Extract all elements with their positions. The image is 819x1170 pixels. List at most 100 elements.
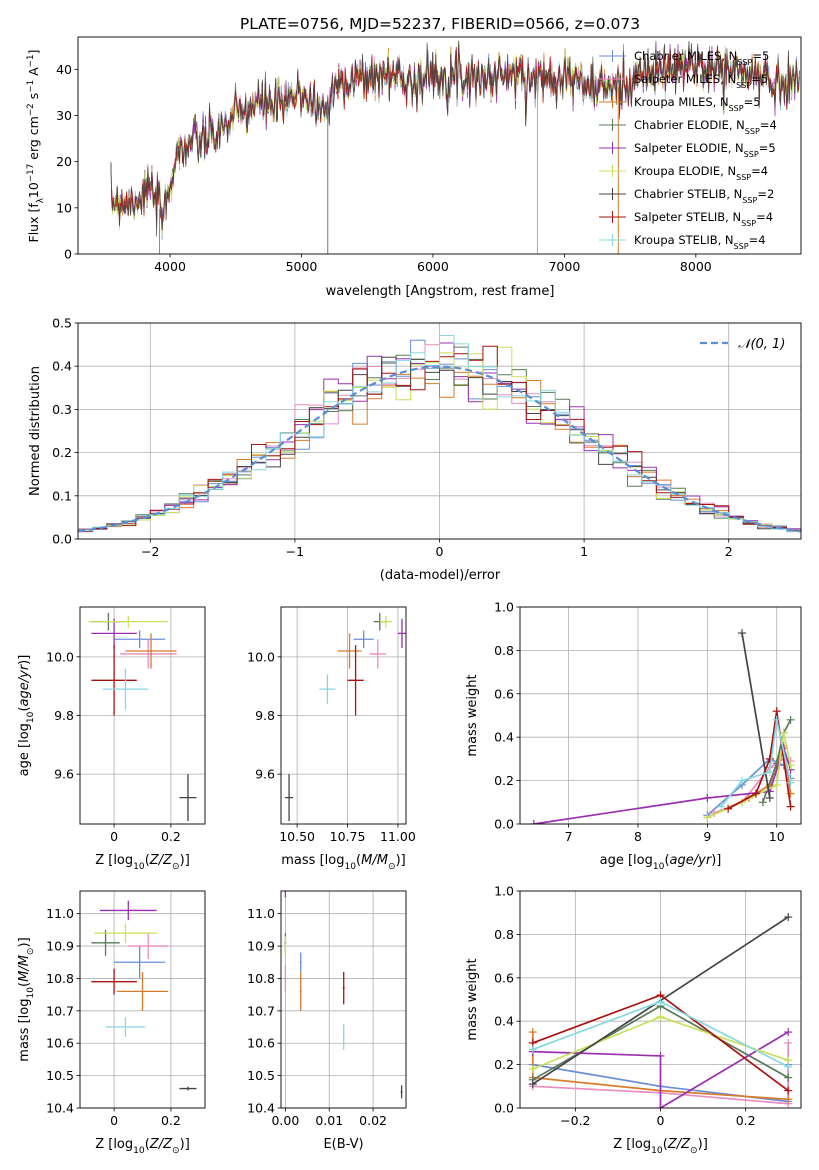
y-tick-label: 20 — [56, 154, 72, 169]
y-tick-label: 10.5 — [46, 1068, 74, 1083]
axes-frame — [280, 606, 407, 825]
y-tick-label: 10.4 — [46, 1101, 74, 1116]
y-tick-label: 0 — [64, 247, 72, 262]
x-tick-label: 9 — [703, 829, 711, 844]
y-tick-label: 10.8 — [46, 971, 74, 986]
y-tick-label: 0.2 — [52, 445, 72, 460]
axes-frame — [77, 36, 802, 255]
x-tick-label: 2 — [725, 544, 733, 559]
y-tick-label: 0.4 — [494, 1014, 514, 1029]
panel-age-vs-mass: 10.50 10.75 11.00 9.6 9.8 10.0 mass [log10(M/M… — [247, 606, 416, 872]
x-axis-label: Z [log10(Z/Z⊙)] — [613, 1137, 708, 1156]
axes-frame — [280, 890, 407, 1109]
x-tick-label: 8000 — [680, 259, 712, 274]
y-tick-label: 10 — [56, 200, 72, 215]
y-tick-label: 10.5 — [247, 1068, 275, 1083]
panel-weights-vs-Z: −0.2 0 0.2 0.0 0.2 0.4 0.6 0.8 1.0 Z [log10(Z/Z⊙)… — [465, 884, 802, 1156]
x-tick-label: 1 — [580, 544, 588, 559]
x-tick-label: −1 — [286, 544, 304, 559]
x-axis-label: mass [log10(M/M⊙)] — [281, 853, 405, 872]
y-tick-label: 0.6 — [494, 970, 514, 985]
y-axis-label: Flux [fλ10−17 erg cm−2 s−1 A−1] — [26, 50, 46, 243]
legend-label: Salpeter MILES, NSSP=5 — [634, 72, 768, 90]
panel-mass-vs-ebv: 0.00 0.01 0.02 10.4 10.5 10.6 10.7 10.8 10.9 11.0… — [247, 890, 407, 1152]
y-tick-label: 10.0 — [247, 649, 275, 664]
legend-label: Salpeter STELIB, NSSP=4 — [634, 210, 773, 228]
x-tick-label: 11.00 — [380, 829, 416, 844]
y-tick-label: 9.6 — [255, 767, 275, 782]
x-tick-label: 0.2 — [736, 1113, 756, 1128]
weight-line-4 — [532, 1031, 789, 1108]
axes-frame — [519, 606, 802, 825]
x-axis-label: wavelength [Angstrom, rest frame] — [326, 284, 555, 299]
y-tick-label: 9.6 — [54, 767, 74, 782]
x-tick-label: −0.2 — [560, 1113, 590, 1128]
y-axis-label: mass weight — [465, 674, 480, 756]
x-tick-label: 0.00 — [271, 1113, 299, 1128]
weight-line-1 — [532, 1042, 790, 1105]
axes-frame — [79, 890, 206, 1109]
y-tick-label: 40 — [56, 62, 72, 77]
plot-area-weights-vs-age — [529, 629, 795, 824]
spectrum-line-6 — [110, 40, 800, 237]
y-tick-label: 0.2 — [494, 1057, 514, 1072]
y-axis-label: age [log10(age/yr)] — [17, 655, 36, 777]
y-tick-label: 0.8 — [494, 643, 514, 658]
panel-spectrum: 4000 5000 6000 7000 8000 0 10 20 30 40 wavelength … — [26, 36, 802, 299]
axes-frame — [519, 890, 802, 1109]
x-tick-label: 0 — [110, 1113, 118, 1128]
legend-label: Chabrier STELIB, NSSP=2 — [634, 187, 774, 205]
y-tick-label: 1.0 — [494, 884, 514, 899]
legend-label: Kroupa ELODIE, NSSP=4 — [634, 164, 768, 182]
legend-label: Kroupa STELIB, NSSP=4 — [634, 233, 766, 251]
y-tick-label: 0.8 — [494, 927, 514, 942]
plot-area-mass-vs-Z — [91, 900, 197, 1091]
x-tick-label: 0 — [657, 1113, 665, 1128]
chart-panels: 4000 5000 6000 7000 8000010203040wavelength … — [17, 36, 802, 1156]
x-tick-label: 5000 — [286, 259, 318, 274]
x-axis-label: E(B-V) — [323, 1137, 363, 1152]
x-tick-label: 8 — [634, 829, 642, 844]
y-axis-label: Normed distribution — [28, 366, 43, 496]
y-tick-label: 0.2 — [494, 773, 514, 788]
y-tick-label: 0.4 — [494, 730, 514, 745]
plot-area-weights-vs-Z — [528, 913, 793, 1108]
y-axis-label: mass [log10(M/M⊙)] — [17, 937, 36, 1061]
y-tick-label: 9.8 — [255, 708, 275, 723]
x-tick-label: 10 — [769, 829, 785, 844]
plot-area-mass-vs-ebv — [284, 891, 403, 1099]
x-tick-label: 0 — [436, 544, 444, 559]
panel-weights-vs-age: 7 8 9 10 0.0 0.2 0.4 0.6 0.8 1.0 age [log10(age/yr… — [465, 600, 802, 872]
x-tick-label: 7000 — [548, 259, 580, 274]
legend-label: Chabrier MILES, NSSP=5 — [634, 49, 769, 67]
x-axis-label: (data-model)/error — [380, 568, 501, 583]
weight-line-4 — [533, 745, 792, 824]
y-tick-label: 11.0 — [247, 906, 275, 921]
y-tick-label: 10.7 — [46, 1003, 74, 1018]
y-tick-label: 0.1 — [52, 488, 72, 503]
y-tick-label: 10.0 — [46, 649, 74, 664]
y-tick-label: 0.0 — [52, 532, 72, 547]
y-tick-label: 10.6 — [46, 1036, 74, 1051]
x-axis-label: age [log10(age/yr)] — [600, 853, 722, 872]
y-tick-label: 0.4 — [52, 359, 72, 374]
y-tick-label: 10.9 — [247, 939, 275, 954]
legend-label: 𝒩(0, 1) — [738, 337, 785, 352]
plot-area-spectrum — [110, 40, 800, 254]
y-axis-label: mass weight — [465, 958, 480, 1040]
x-tick-label: 7 — [565, 829, 573, 844]
legend-label: Salpeter ELODIE, NSSP=5 — [634, 141, 776, 159]
y-tick-label: 0.5 — [52, 316, 72, 331]
y-tick-label: 10.8 — [247, 971, 275, 986]
y-tick-label: 0.0 — [494, 817, 514, 832]
plot-area-age-vs-mass — [285, 612, 406, 822]
x-tick-label: 10.75 — [330, 829, 366, 844]
histogram-step-6 — [78, 356, 801, 532]
x-tick-label: 0.02 — [359, 1113, 387, 1128]
x-tick-label: 10.50 — [279, 829, 315, 844]
figure-title: PLATE=0756, MJD=52237, FIBERID=0566, z=0… — [240, 15, 640, 33]
y-tick-label: 11.0 — [46, 906, 74, 921]
x-tick-label: −2 — [141, 544, 159, 559]
x-tick-label: 0 — [110, 829, 118, 844]
